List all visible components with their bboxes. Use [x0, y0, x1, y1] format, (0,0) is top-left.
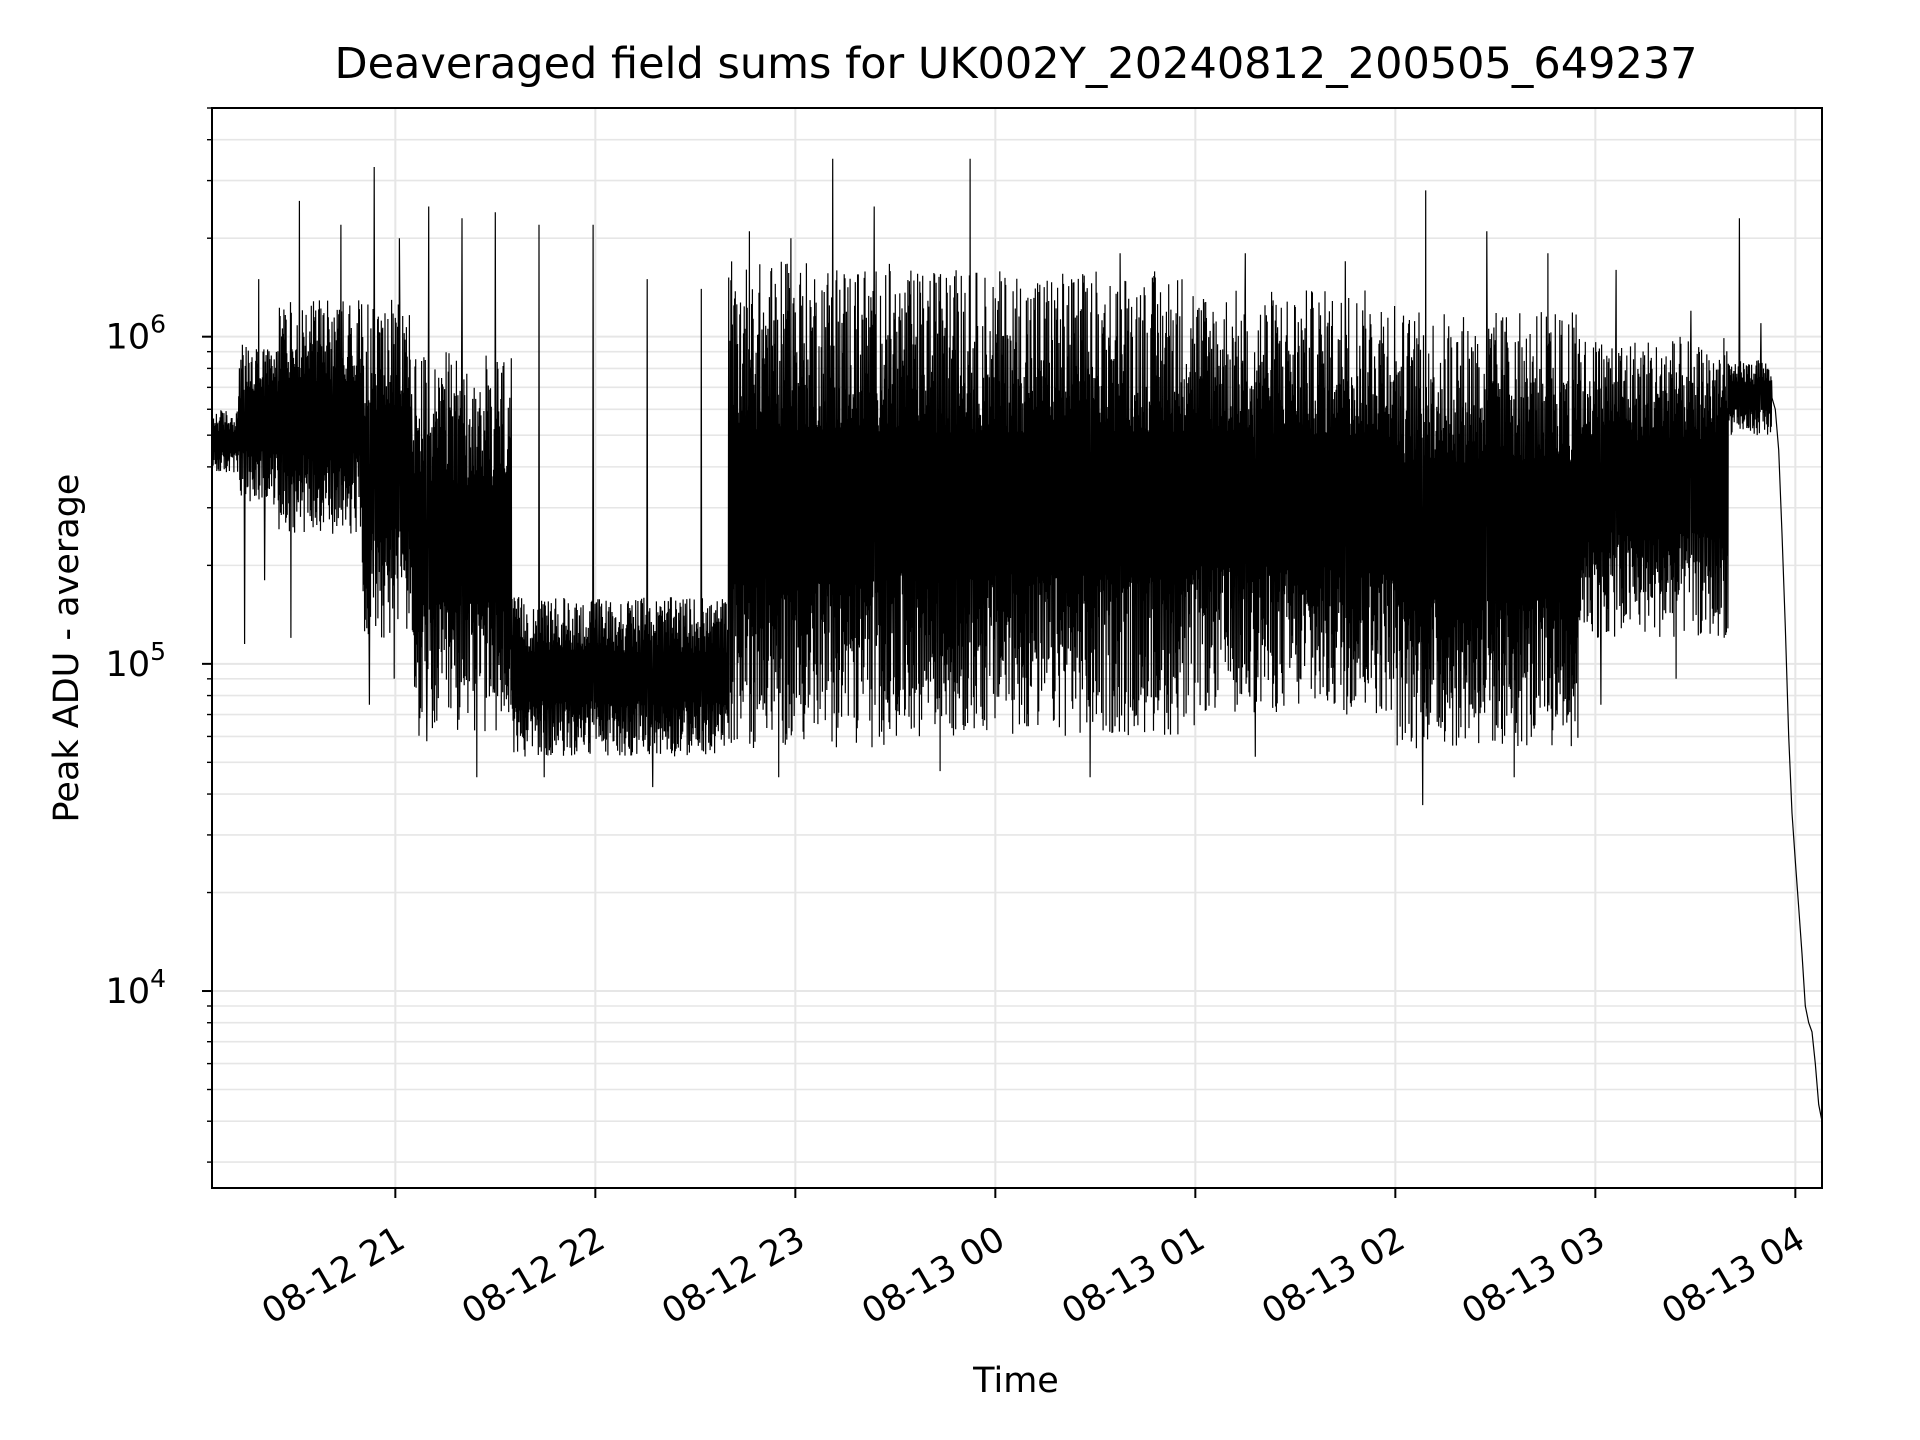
x-tick-label: 08-12 22: [456, 1219, 612, 1332]
y-tick-label: 104: [106, 964, 166, 1012]
y-tick-label: 106: [106, 310, 166, 358]
series-line: [211, 158, 1823, 1122]
x-tick-label: 08-12 21: [256, 1219, 412, 1332]
x-axis-label: Time: [972, 1361, 1059, 1401]
x-tick-label: 08-13 00: [856, 1219, 1012, 1332]
y-axis: 104 105 106: [106, 107, 212, 1163]
x-tick-label: 08-13 02: [1256, 1219, 1412, 1332]
y-axis-label: Peak ADU - average: [47, 474, 87, 823]
x-tick-label: 08-12 23: [656, 1219, 812, 1332]
y-tick-label: 105: [106, 637, 166, 685]
chart-title: Deaveraged field sums for UK002Y_2024081…: [334, 39, 1697, 89]
x-tick-label: 08-13 03: [1456, 1219, 1612, 1332]
x-axis: 08-12 21 08-12 22 08-12 23 08-13 00 08-13 01…: [256, 1188, 1812, 1332]
plot-frame: [211, 107, 1823, 1189]
data-layer: [211, 158, 1823, 1122]
x-tick-label: 08-13 04: [1656, 1219, 1812, 1332]
x-tick-label: 08-13 01: [1056, 1219, 1212, 1332]
